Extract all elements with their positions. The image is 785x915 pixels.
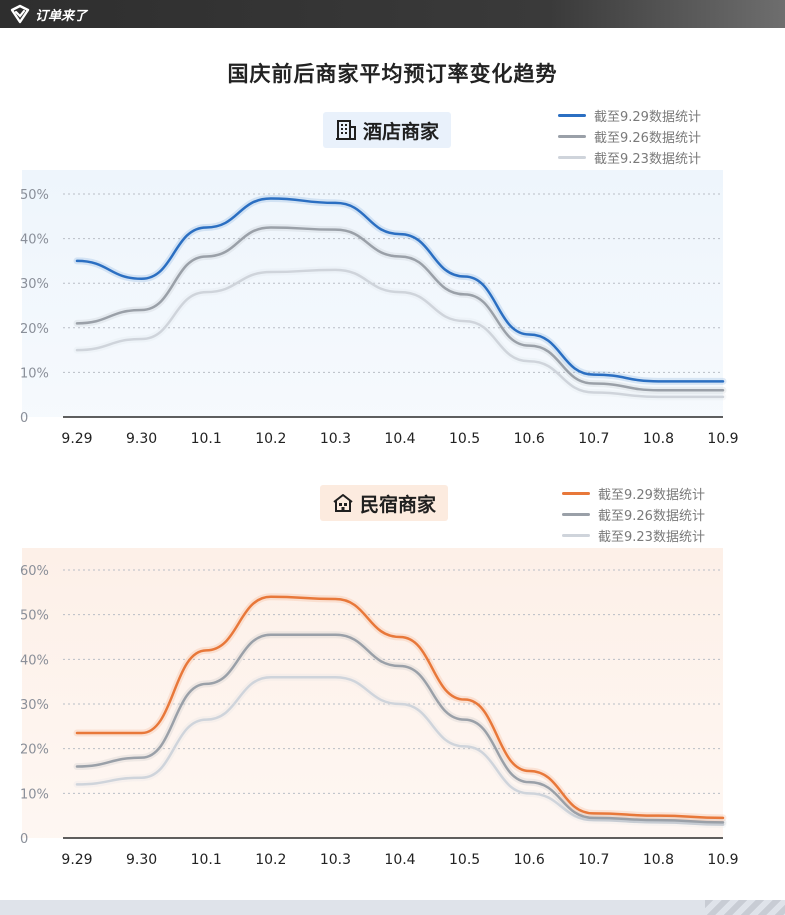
legend-label: 截至9.23数据统计 xyxy=(594,152,701,167)
brand-name: 订单来了 xyxy=(35,8,88,24)
bnb-x-tick-label: 10.2 xyxy=(255,852,286,868)
legend-item: 截至9.23数据统计 xyxy=(558,147,701,168)
hotel-x-tick-label: 10.9 xyxy=(707,431,738,447)
bnb-chart-title: 民宿商家 xyxy=(320,485,449,521)
hotel-y-tick-label: 30% xyxy=(20,277,49,292)
top-bar: 订单来了 xyxy=(0,0,785,28)
bnb-y-tick-label: 60% xyxy=(20,564,49,579)
hotel-y-tick-label: 50% xyxy=(20,188,49,203)
bnb-x-tick-label: 10.5 xyxy=(449,852,480,868)
bnb-line-chart: 0 10% 20% 30% 40% 50% 60% 9.29 9.30 10.1 10.2 10.3 1… xyxy=(20,548,739,868)
bnb-x-tick-label: 10.6 xyxy=(514,852,545,868)
bnb-y-tick-label: 30% xyxy=(20,698,49,713)
hotel-y-tick-label: 10% xyxy=(20,366,49,381)
bnb-chart-title-text: 民宿商家 xyxy=(360,493,437,516)
bnb-series-line-1 xyxy=(75,633,725,824)
bnb-x-tick-label: 9.29 xyxy=(61,852,92,868)
bnb-y-tick-label: 0 xyxy=(20,832,28,847)
bnb-y-tick-label: 20% xyxy=(20,743,49,758)
legend-swatch xyxy=(558,135,586,138)
hotel-line-chart: 0 10% 20% 30% 40% 50% 9.29 9.30 10.1 10.2 10.3 10.4… xyxy=(20,170,739,447)
bnb-x-tick-label: 10.4 xyxy=(384,852,415,868)
hotel-x-tick-label: 10.4 xyxy=(384,431,415,447)
hotel-x-tick-label: 10.6 xyxy=(514,431,545,447)
building-icon xyxy=(336,120,356,140)
hotel-x-tick-label: 10.7 xyxy=(578,431,609,447)
legend-item: 截至9.26数据统计 xyxy=(558,126,701,147)
bnb-x-tick-label: 10.1 xyxy=(191,852,222,868)
bnb-y-tick-label: 40% xyxy=(20,653,49,668)
bnb-y-tick-label: 10% xyxy=(20,787,49,802)
hotel-series-line-0 xyxy=(75,197,725,383)
hotel-series-line-2 xyxy=(75,268,725,399)
hotel-y-tick-label: 40% xyxy=(20,233,49,248)
hotel-x-tick-label: 10.1 xyxy=(191,431,222,447)
bottom-bar-accent xyxy=(705,900,785,915)
legend-label: 截至9.26数据统计 xyxy=(594,131,701,146)
legend-item: 截至9.29数据统计 xyxy=(562,483,705,504)
bnb-series-line-0 xyxy=(75,595,725,820)
hotel-x-tick-label: 10.2 xyxy=(255,431,286,447)
legend-label: 截至9.23数据统计 xyxy=(598,530,705,545)
bnb-series-line-2 xyxy=(75,675,725,826)
hotel-x-tick-label: 10.5 xyxy=(449,431,480,447)
hotel-chart-title: 酒店商家 xyxy=(323,112,452,148)
page-title: 国庆前后商家平均预订率变化趋势 xyxy=(227,62,558,86)
legend-swatch xyxy=(562,513,590,516)
hotel-x-tick-label: 9.29 xyxy=(61,431,92,447)
hotel-x-tick-label: 10.8 xyxy=(643,431,674,447)
hotel-x-tick-label: 9.30 xyxy=(126,431,157,447)
legend-label: 截至9.29数据统计 xyxy=(598,488,705,503)
house-icon xyxy=(333,494,353,512)
bnb-legend: 截至9.29数据统计 截至9.26数据统计 截至9.23数据统计 xyxy=(562,483,705,546)
legend-swatch xyxy=(562,534,590,537)
bnb-x-tick-label: 10.3 xyxy=(320,852,351,868)
brand: 订单来了 xyxy=(10,4,87,24)
bnb-x-tick-label: 9.30 xyxy=(126,852,157,868)
bnb-x-tick-label: 10.8 xyxy=(643,852,674,868)
bnb-x-tick-label: 10.9 xyxy=(707,852,738,868)
bottom-bar xyxy=(0,900,785,915)
legend-label: 截至9.26数据统计 xyxy=(598,509,705,524)
legend-swatch xyxy=(558,156,586,159)
bnb-x-tick-label: 10.7 xyxy=(578,852,609,868)
legend-swatch xyxy=(562,492,590,495)
legend-label: 截至9.29数据统计 xyxy=(594,110,701,125)
hotel-series-line-1 xyxy=(75,226,725,392)
legend-swatch xyxy=(558,114,586,117)
legend-item: 截至9.26数据统计 xyxy=(562,504,705,525)
bnb-y-tick-label: 50% xyxy=(20,609,49,624)
legend-item: 截至9.23数据统计 xyxy=(562,525,705,546)
hotel-y-tick-label: 20% xyxy=(20,322,49,337)
hotel-legend: 截至9.29数据统计 截至9.26数据统计 截至9.23数据统计 xyxy=(558,105,701,168)
brand-logo-icon xyxy=(10,4,30,24)
legend-item: 截至9.29数据统计 xyxy=(558,105,701,126)
hotel-y-tick-label: 0 xyxy=(20,411,28,426)
hotel-chart-title-text: 酒店商家 xyxy=(363,120,440,143)
hotel-x-tick-label: 10.3 xyxy=(320,431,351,447)
